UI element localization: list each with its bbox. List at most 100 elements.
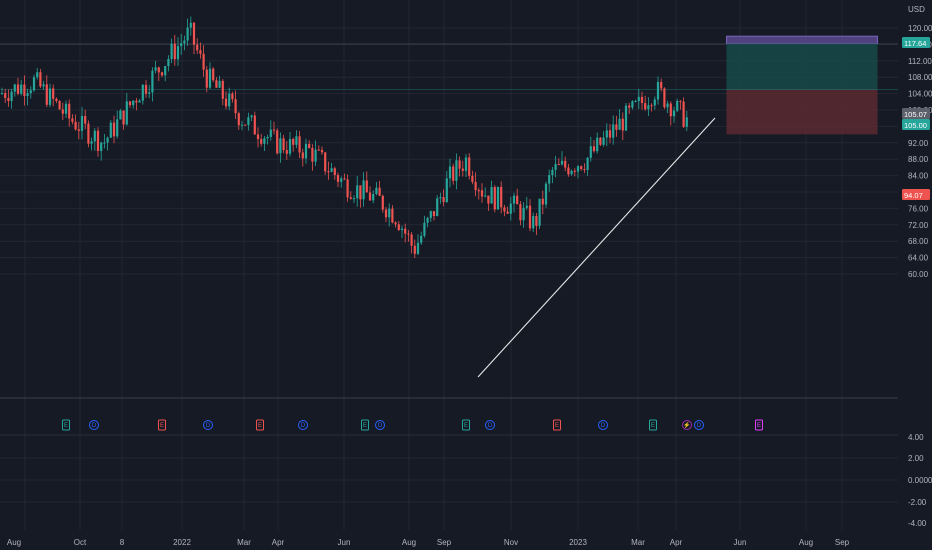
candle-body [48,88,52,105]
oscillator-tick-label: -2.00 [908,498,927,507]
oscillator-axis[interactable]: 4.00 2.00 0.0000 -2.00 -4.00 [908,433,932,528]
candle-body [644,103,647,110]
candle-body [151,70,154,93]
event-dividend-icon[interactable] [203,420,213,430]
event-earnings-icon[interactable] [462,419,470,431]
candle-body [535,216,538,226]
candle-body [516,195,519,205]
candle-body [432,211,436,217]
candle-body [234,99,237,114]
candle-body [304,143,308,159]
candle-body [144,84,148,94]
event-dividend-icon[interactable] [694,420,704,430]
candle-body [237,113,240,126]
candle-body [407,233,410,235]
candle-body [154,67,157,71]
candle-body [186,27,189,41]
price-tick-label: 68.00 [908,237,929,246]
candle-body [682,101,685,127]
loss-zone[interactable] [726,89,878,135]
event-dividend-icon[interactable] [298,420,308,430]
trendline-segment[interactable] [477,117,716,378]
candle-body [602,137,605,145]
candle-body [52,88,55,99]
candle-body [16,84,20,94]
candle-body [596,137,599,152]
candle-body [4,93,7,99]
candle-body [205,69,208,88]
event-dividend-icon[interactable] [89,420,99,430]
event-earnings-icon[interactable] [649,419,657,431]
target-box[interactable] [726,35,878,45]
candle-body [260,139,263,144]
candle-body [685,117,688,127]
candle-body [496,186,500,210]
candle-body [608,130,612,138]
candle-body [336,175,340,182]
candle-body [640,96,644,104]
event-dividend-icon[interactable] [485,420,495,430]
trendline[interactable] [477,117,716,378]
event-earnings-icon[interactable] [62,419,70,431]
event-future-icon[interactable] [755,419,763,431]
event-earnings-icon[interactable] [361,419,369,431]
event-label: D [92,423,97,429]
candle-body [356,185,359,199]
candle-body [416,242,420,254]
price-tick-label: 88.00 [908,155,929,164]
oscillator-tick-label: -4.00 [908,519,927,528]
candle-body [29,90,32,94]
candle-body [413,245,416,254]
candle-body [112,122,116,137]
time-axis[interactable]: Aug Oct 8 2022 Mar Apr Jun Aug Sep Nov 2023 Mar Apr J… [7,538,850,547]
time-tick-label: Mar [237,538,251,547]
event-earnings_miss-icon[interactable] [158,419,166,431]
candle-body [442,197,445,203]
candle-body [583,169,586,171]
candle-body [74,121,77,130]
candle-body [672,110,676,117]
price-tick-label: 76.00 [908,204,929,213]
candle-body [631,101,634,108]
event-split-icon[interactable] [682,420,692,430]
candle-body [244,124,247,126]
price-tick-label: 120.00 [908,24,932,33]
time-tick-label: Jun [338,538,351,547]
event-earnings_miss-icon[interactable] [256,419,264,431]
candle-body [164,66,167,76]
entry-price-badge-bg [902,119,930,130]
candle-body [231,93,234,100]
candle-body [532,216,535,229]
event-label: D [697,423,702,429]
candle-body [676,100,679,111]
event-dividend-icon[interactable] [598,420,608,430]
candle-body [400,228,404,231]
time-tick-label: Aug [799,538,813,547]
candle-body [247,117,250,126]
candle-body [490,187,493,204]
candle-body [461,168,464,171]
candle-body [439,197,442,199]
candle-body [20,84,23,94]
time-tick-label: Sep [835,538,850,547]
candle-body [122,110,125,125]
profit-zone[interactable] [726,43,878,90]
price-tick-label: 112.00 [908,57,932,66]
candle-body [103,142,106,144]
price-tick-label: 60.00 [908,270,929,279]
candle-body [551,169,554,176]
candle-body [311,147,314,162]
candle-body [557,164,560,166]
candle-body [132,100,135,106]
event-dividend-icon[interactable] [375,420,385,430]
candle-body [464,157,468,171]
candle-body [167,58,170,67]
candle-body [378,187,381,196]
event-earnings_miss-icon[interactable] [553,419,561,431]
candle-body [352,198,356,200]
candle-body [420,235,423,243]
event-label: E [64,423,68,429]
candle-body [656,82,660,100]
candle-body [375,187,378,194]
